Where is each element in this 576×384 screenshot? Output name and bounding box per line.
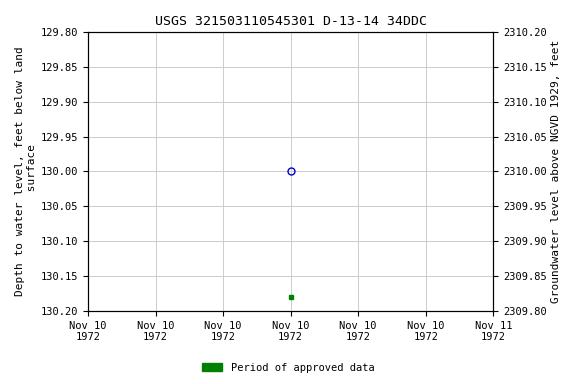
Legend: Period of approved data: Period of approved data [198,359,378,377]
Y-axis label: Depth to water level, feet below land
 surface: Depth to water level, feet below land su… [15,46,37,296]
Y-axis label: Groundwater level above NGVD 1929, feet: Groundwater level above NGVD 1929, feet [551,40,561,303]
Title: USGS 321503110545301 D-13-14 34DDC: USGS 321503110545301 D-13-14 34DDC [155,15,427,28]
